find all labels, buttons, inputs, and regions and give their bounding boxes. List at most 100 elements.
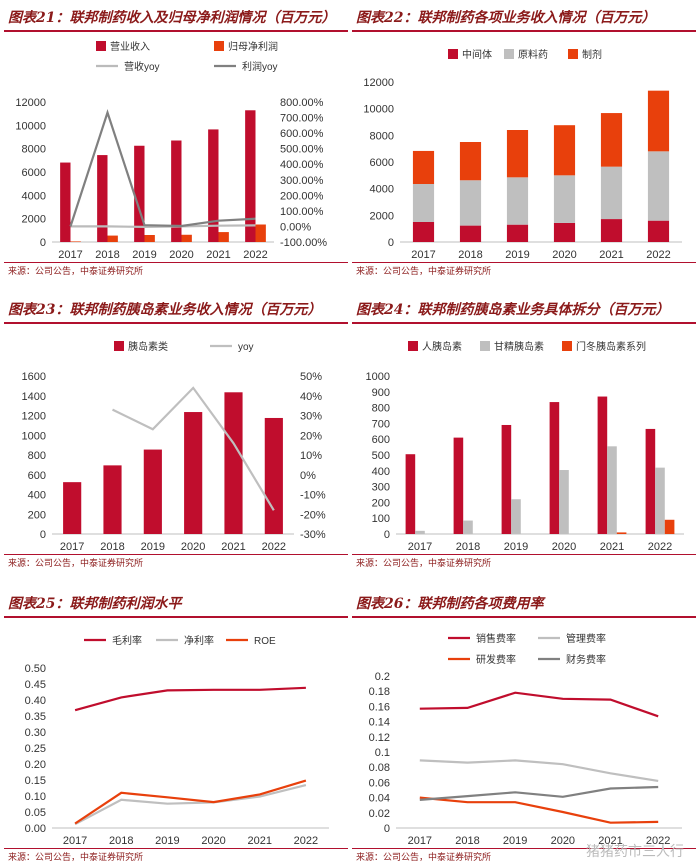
title-rule — [352, 322, 696, 324]
y-tick-label: 0.35 — [25, 711, 46, 723]
y-tick-label: 200 — [28, 509, 46, 521]
bar — [143, 449, 162, 534]
series-line — [419, 785, 659, 801]
bar — [208, 129, 219, 242]
y-tick-label: 1000 — [22, 430, 46, 442]
y-tick-label: 0 — [384, 823, 390, 835]
revenue-profit-chart: 0 2000 4000 6000 8000 10000 12000 -100.00% 0.00%… — [15, 40, 327, 261]
bar — [264, 417, 283, 534]
bar — [459, 142, 482, 181]
bar — [245, 110, 256, 243]
y-tick-label: 0.08 — [369, 762, 390, 774]
y2-tick-label: -100.00% — [280, 237, 327, 249]
x-tick-label: 2020 — [169, 249, 193, 261]
watermark: 猪猪药市三人行 — [586, 844, 684, 860]
source-rule — [352, 848, 696, 849]
chart-source: 来源：公司公告，中泰证券研究所 — [356, 267, 492, 277]
bar — [600, 166, 623, 220]
chart-source: 来源：公司公告，中泰证券研究所 — [356, 559, 492, 569]
y-tick-label: 1600 — [22, 371, 46, 383]
y-tick-label: 500 — [372, 450, 390, 462]
bar — [70, 241, 81, 242]
bar — [647, 90, 670, 152]
bar — [647, 151, 670, 221]
bar — [459, 225, 482, 242]
bar — [184, 412, 203, 534]
y2-tick-label: 300.00% — [280, 175, 324, 187]
y2-tick-label: 0.00% — [280, 221, 311, 233]
series-line — [112, 386, 275, 511]
x-tick-label: 2017 — [63, 835, 87, 847]
y-tick-label: 0.16 — [369, 701, 390, 713]
y-tick-label: 6000 — [370, 157, 394, 169]
bar — [453, 437, 464, 534]
bar — [597, 396, 608, 534]
y-tick-label: 400 — [28, 490, 46, 502]
y-tick-label: 1200 — [22, 411, 46, 423]
y-tick-label: 600 — [28, 470, 46, 482]
chart-source: 来源：公司公告，中泰证券研究所 — [8, 559, 144, 569]
legend-label: 管理费率 — [566, 632, 606, 645]
y-tick-label: 200 — [372, 497, 390, 509]
bar — [63, 482, 82, 534]
bar — [549, 402, 560, 534]
y-tick-label: 900 — [372, 387, 390, 399]
legend-swatch — [408, 341, 418, 351]
x-tick-label: 2021 — [599, 249, 623, 261]
y-tick-label: 4000 — [22, 190, 46, 202]
x-tick-label: 2021 — [600, 541, 624, 553]
y-tick-label: 2000 — [370, 210, 394, 222]
chart-panel-21: 图表21：联邦制药收入及归母净利润情况（百万元） 0 2000 4000 6000 80… — [4, 6, 348, 281]
y2-tick-label: 600.00% — [280, 128, 324, 140]
bar — [459, 180, 482, 226]
bar — [647, 220, 670, 242]
title-rule — [4, 30, 348, 32]
legend-swatch — [214, 41, 224, 51]
legend-label: 制剂 — [582, 48, 602, 61]
x-tick-label: 2022 — [294, 835, 318, 847]
x-tick-label: 2017 — [408, 541, 432, 553]
legend-label: 毛利率 — [112, 634, 142, 647]
bar — [144, 235, 155, 242]
bar — [553, 125, 576, 176]
legend-swatch — [448, 49, 458, 59]
y-tick-label: 1000 — [366, 371, 390, 383]
y2-tick-label: 20% — [300, 430, 322, 442]
y2-tick-label: 30% — [300, 411, 322, 423]
bar — [415, 530, 425, 534]
y-tick-label: 0.18 — [369, 686, 390, 698]
y-tick-label: 6000 — [22, 167, 46, 179]
y2-tick-label: -30% — [300, 529, 326, 541]
bar — [600, 219, 623, 242]
expense-ratio-chart: 0 0.02 0.04 0.06 0.08 0.1 0.12 0.14 0.16 0.18 0.2 2… — [369, 632, 682, 847]
y-tick-label: 0.25 — [25, 743, 46, 755]
y2-tick-label: -20% — [300, 509, 326, 521]
bar — [553, 222, 576, 242]
chart-title: 图表26：联邦制药各项费用率 — [356, 596, 544, 612]
x-tick-label: 2022 — [646, 835, 670, 847]
source-rule — [4, 554, 348, 555]
y-tick-label: 1400 — [22, 391, 46, 403]
bar — [412, 222, 435, 242]
x-tick-label: 2020 — [552, 541, 576, 553]
legend-swatch — [568, 49, 578, 59]
y-tick-label: 0 — [40, 529, 46, 541]
x-tick-label: 2018 — [109, 835, 133, 847]
x-tick-label: 2020 — [181, 541, 205, 553]
bar — [97, 155, 108, 242]
y2-tick-label: 800.00% — [280, 97, 324, 109]
chart-source: 来源：公司公告，中泰证券研究所 — [8, 853, 144, 863]
x-tick-label: 2020 — [201, 835, 225, 847]
legend-swatch — [480, 341, 490, 351]
bar — [600, 113, 623, 167]
bar — [664, 519, 675, 534]
bar — [655, 467, 665, 534]
y-tick-label: 0 — [40, 237, 46, 249]
x-tick-label: 2021 — [598, 835, 622, 847]
bar — [60, 162, 71, 242]
title-rule — [352, 30, 696, 32]
legend-label: yoy — [238, 342, 254, 353]
series-line — [74, 784, 307, 826]
series-line — [419, 796, 659, 824]
x-tick-label: 2020 — [551, 835, 575, 847]
